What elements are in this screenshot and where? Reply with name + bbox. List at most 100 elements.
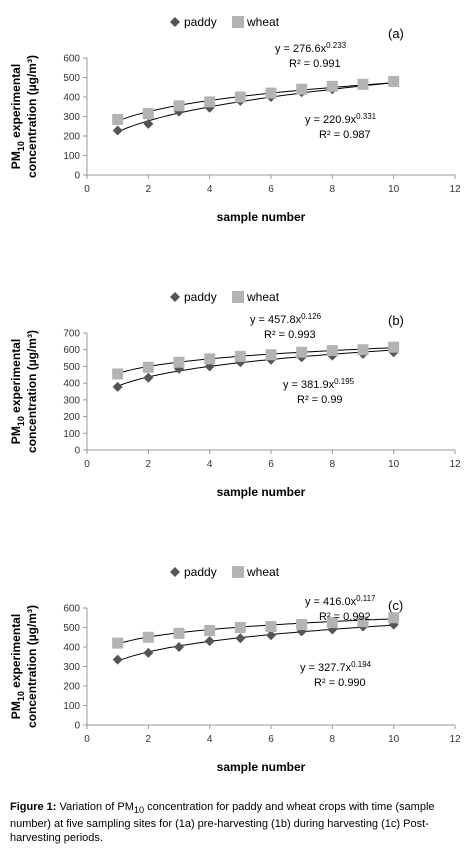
- legend-label-paddy: paddy: [184, 290, 217, 304]
- legend-label-wheat: wheat: [246, 290, 280, 304]
- y-tick-label: 700: [63, 329, 80, 340]
- point-wheat: [234, 91, 246, 103]
- chart-b: paddy wheat (b) 0 100 200 300 400 500 600 700 0 2 4 6 8…: [9, 290, 461, 499]
- y-tick-label: 500: [63, 623, 80, 634]
- fit-r-squared: R² = 0.987: [319, 129, 371, 141]
- fit-equation-base: y = 276.6x: [275, 43, 327, 55]
- point-paddy: [174, 642, 184, 652]
- y-tick-label: 500: [63, 73, 80, 84]
- y-tick-label: 300: [63, 395, 80, 406]
- y-axis-label-main: PM: [9, 426, 23, 444]
- point-wheat: [326, 617, 338, 629]
- trendline-paddy: [117, 82, 394, 133]
- x-tick-label: 10: [388, 459, 400, 470]
- fit-r-squared: R² = 0.99: [297, 394, 343, 406]
- fit-equation-base: y = 416.0x: [305, 596, 357, 608]
- x-tick-label: 4: [207, 734, 213, 745]
- fit-equation-base: y = 381.9x: [283, 379, 335, 391]
- y-tick-label: 0: [74, 721, 80, 732]
- y-axis-label-sub: 10: [16, 141, 26, 151]
- caption-figure-label: Figure 1:: [10, 801, 57, 813]
- y-tick-label: 600: [63, 345, 80, 356]
- y-tick-label: 200: [63, 682, 80, 693]
- x-tick-label: 10: [388, 734, 400, 745]
- panel-label: (a): [388, 26, 404, 41]
- x-tick-label: 10: [388, 184, 400, 195]
- fit-equation: y = 381.9x0.195: [283, 377, 355, 391]
- point-wheat: [173, 100, 185, 112]
- y-axis-label-sub: 10: [16, 691, 26, 701]
- point-paddy: [204, 636, 215, 647]
- fit-equation-exponent: 0.233: [326, 41, 347, 50]
- point-wheat: [388, 612, 400, 624]
- point-wheat: [265, 349, 277, 361]
- x-tick-label: 6: [268, 184, 274, 195]
- y-tick-label: 300: [63, 112, 80, 123]
- y-tick-label: 400: [63, 379, 80, 390]
- x-tick-label: 8: [330, 459, 336, 470]
- point-paddy: [143, 647, 154, 658]
- point-wheat: [326, 345, 338, 357]
- y-axis-label-main: PM: [9, 701, 23, 719]
- point-paddy: [235, 633, 246, 644]
- y-axis-label-rest: experimental: [9, 614, 23, 691]
- fit-equation-base: y = 457.8x: [250, 314, 302, 326]
- legend-marker-paddy: [170, 292, 180, 302]
- caption-text-start: Variation of PM: [56, 801, 134, 813]
- y-axis-label-line1: PM10 experimental: [9, 64, 26, 169]
- point-wheat: [204, 96, 216, 108]
- y-axis-label-line2: concentration (µg/m³): [25, 330, 39, 453]
- fit-equation-exponent: 0.117: [356, 594, 376, 603]
- y-tick-label: 100: [63, 429, 80, 440]
- point-wheat: [357, 78, 369, 90]
- point-wheat: [234, 622, 246, 633]
- point-wheat: [204, 353, 216, 365]
- trendline-paddy: [117, 624, 394, 662]
- x-tick-label: 12: [449, 184, 461, 195]
- y-tick-label: 200: [63, 412, 80, 423]
- figure-caption: Figure 1: Variation of PM10 concentratio…: [10, 800, 466, 845]
- fit-equation: y = 416.0x0.117: [305, 594, 376, 608]
- y-axis-label-main: PM: [9, 151, 23, 169]
- legend: paddy wheat: [170, 565, 280, 579]
- y-axis-label-line2: concentration (µg/m³): [25, 55, 39, 178]
- fit-equation-exponent: 0.194: [351, 660, 372, 669]
- legend: paddy wheat: [170, 15, 280, 29]
- fit-equation-base: y = 327.7x: [300, 662, 352, 674]
- x-tick-label: 0: [84, 459, 90, 470]
- fit-equation: y = 327.7x0.194: [300, 660, 372, 674]
- point-wheat: [142, 361, 154, 373]
- point-paddy: [112, 654, 123, 665]
- fit-equation-exponent: 0.195: [334, 377, 355, 386]
- y-axis-label-sub: 10: [16, 416, 26, 426]
- x-axis-label: sample number: [217, 485, 306, 499]
- point-paddy: [143, 372, 154, 383]
- x-tick-label: 2: [146, 734, 152, 745]
- y-axis-label-rest: experimental: [9, 339, 23, 416]
- point-wheat: [357, 616, 369, 628]
- point-wheat: [357, 344, 369, 356]
- chart-c: paddy wheat (c) 0 100 200 300 400 500 600 0 2 4 6 8 10 1…: [9, 565, 461, 774]
- legend-label-wheat: wheat: [246, 15, 280, 29]
- y-tick-label: 600: [63, 54, 80, 65]
- y-tick-label: 0: [74, 171, 80, 182]
- point-wheat: [112, 368, 124, 380]
- x-tick-label: 2: [146, 184, 152, 195]
- point-wheat: [142, 631, 154, 643]
- x-tick-label: 8: [330, 734, 336, 745]
- x-tick-label: 0: [84, 734, 90, 745]
- x-tick-label: 4: [207, 459, 213, 470]
- point-wheat: [388, 75, 400, 87]
- point-paddy: [112, 125, 123, 136]
- trendline-wheat: [117, 82, 394, 122]
- point-wheat: [265, 87, 277, 99]
- point-wheat: [388, 341, 400, 353]
- legend: paddy wheat: [170, 290, 280, 304]
- legend-label-paddy: paddy: [184, 15, 217, 29]
- caption-subscript: 10: [133, 805, 145, 816]
- fit-equation: y = 457.8x0.126: [250, 312, 322, 326]
- point-paddy: [143, 118, 154, 129]
- legend-label-wheat: wheat: [246, 565, 280, 579]
- chart-a: paddy wheat (a) 0 100 200 300 400 500 600 0 2 4 6 8 10 1…: [9, 15, 461, 224]
- x-tick-label: 12: [449, 459, 461, 470]
